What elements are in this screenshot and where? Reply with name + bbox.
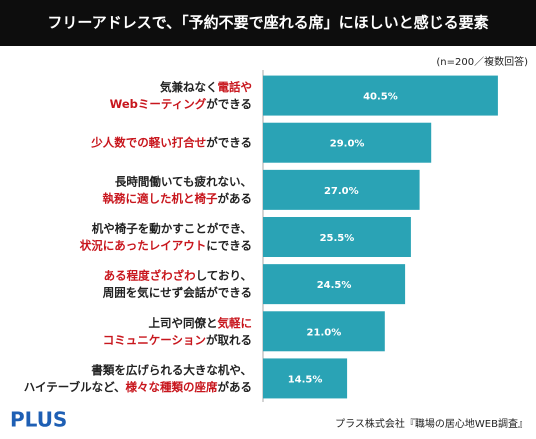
bar (263, 311, 385, 352)
category-label: 執務に適した机と椅子がある (103, 191, 253, 205)
label-segment: 状況にあったレイアウト (80, 238, 207, 252)
category-label: ある程度ざわざわしており、 (104, 268, 252, 282)
label-segment: ができる (206, 97, 252, 111)
bar (263, 75, 498, 116)
label-segment: 書類を広げられる大きな机や、 (91, 362, 252, 376)
label-segment: 電話や (218, 80, 253, 94)
label-segment: にできる (206, 238, 252, 252)
category-label: 状況にあったレイアウトにできる (80, 238, 252, 252)
logo: PLUS (10, 408, 67, 432)
label-segment: Webミーティング (110, 97, 207, 111)
bar (263, 358, 348, 399)
chart-title: フリーアドレスで、「予約不要で座れる席」にほしいと感じる要素 (47, 14, 488, 32)
bar (263, 122, 432, 163)
value-label: 14.5% (288, 374, 323, 385)
category-label: 気兼ねなく電話や (160, 80, 252, 94)
category-label: ハイテーブルなど、様々な種類の座席がある (24, 379, 252, 393)
label-segment: がある (218, 191, 253, 205)
bar (263, 264, 406, 305)
label-segment: 気兼ねなく (160, 80, 218, 94)
label-segment: 気軽に (218, 315, 253, 329)
label-segment: 上司や同僚と (149, 315, 218, 329)
subtitle: (n=200／複数回答) (436, 55, 528, 68)
label-segment: ある程度ざわざわ (104, 268, 196, 282)
value-label: 25.5% (320, 233, 355, 244)
source: プラス株式会社『職場の居心地WEB調査』 (335, 417, 528, 430)
bar (263, 169, 420, 210)
category-label: 書類を広げられる大きな机や、 (91, 362, 252, 376)
category-label: コミュニケーションが取れる (103, 332, 252, 346)
label-segment: 様々な種類の座席 (126, 379, 218, 393)
label-segment: 長時間働いても疲れない、 (115, 174, 252, 188)
label-segment: 周囲を気にせず会話ができる (103, 285, 252, 299)
value-label: 40.5% (363, 92, 398, 103)
category-label: 周囲を気にせず会話ができる (103, 285, 252, 299)
title-bar (0, 0, 536, 46)
value-label: 21.0% (307, 327, 342, 338)
category-label: 机や椅子を動かすことができ、 (92, 221, 252, 235)
label-segment: コミュニケーション (103, 332, 206, 346)
label-segment: がある (218, 379, 253, 393)
label-segment: ハイテーブルなど、 (24, 379, 126, 393)
category-label: 上司や同僚と気軽に (149, 315, 253, 329)
value-label: 24.5% (317, 280, 352, 291)
label-segment: 机や椅子を動かすことができ、 (92, 221, 252, 235)
category-label: Webミーティングができる (110, 97, 252, 111)
label-segment: ができる (206, 135, 252, 149)
label-segment: 執務に適した机と椅子 (103, 191, 218, 205)
category-label: 少人数での軽い打合せができる (90, 135, 252, 149)
label-segment: しており、 (196, 268, 252, 282)
category-label: 長時間働いても疲れない、 (115, 174, 252, 188)
value-label: 29.0% (330, 139, 365, 150)
label-segment: 少人数での軽い打合せ (90, 135, 206, 149)
label-segment: が取れる (206, 332, 252, 346)
value-label: 27.0% (324, 186, 359, 197)
bar (263, 217, 411, 257)
